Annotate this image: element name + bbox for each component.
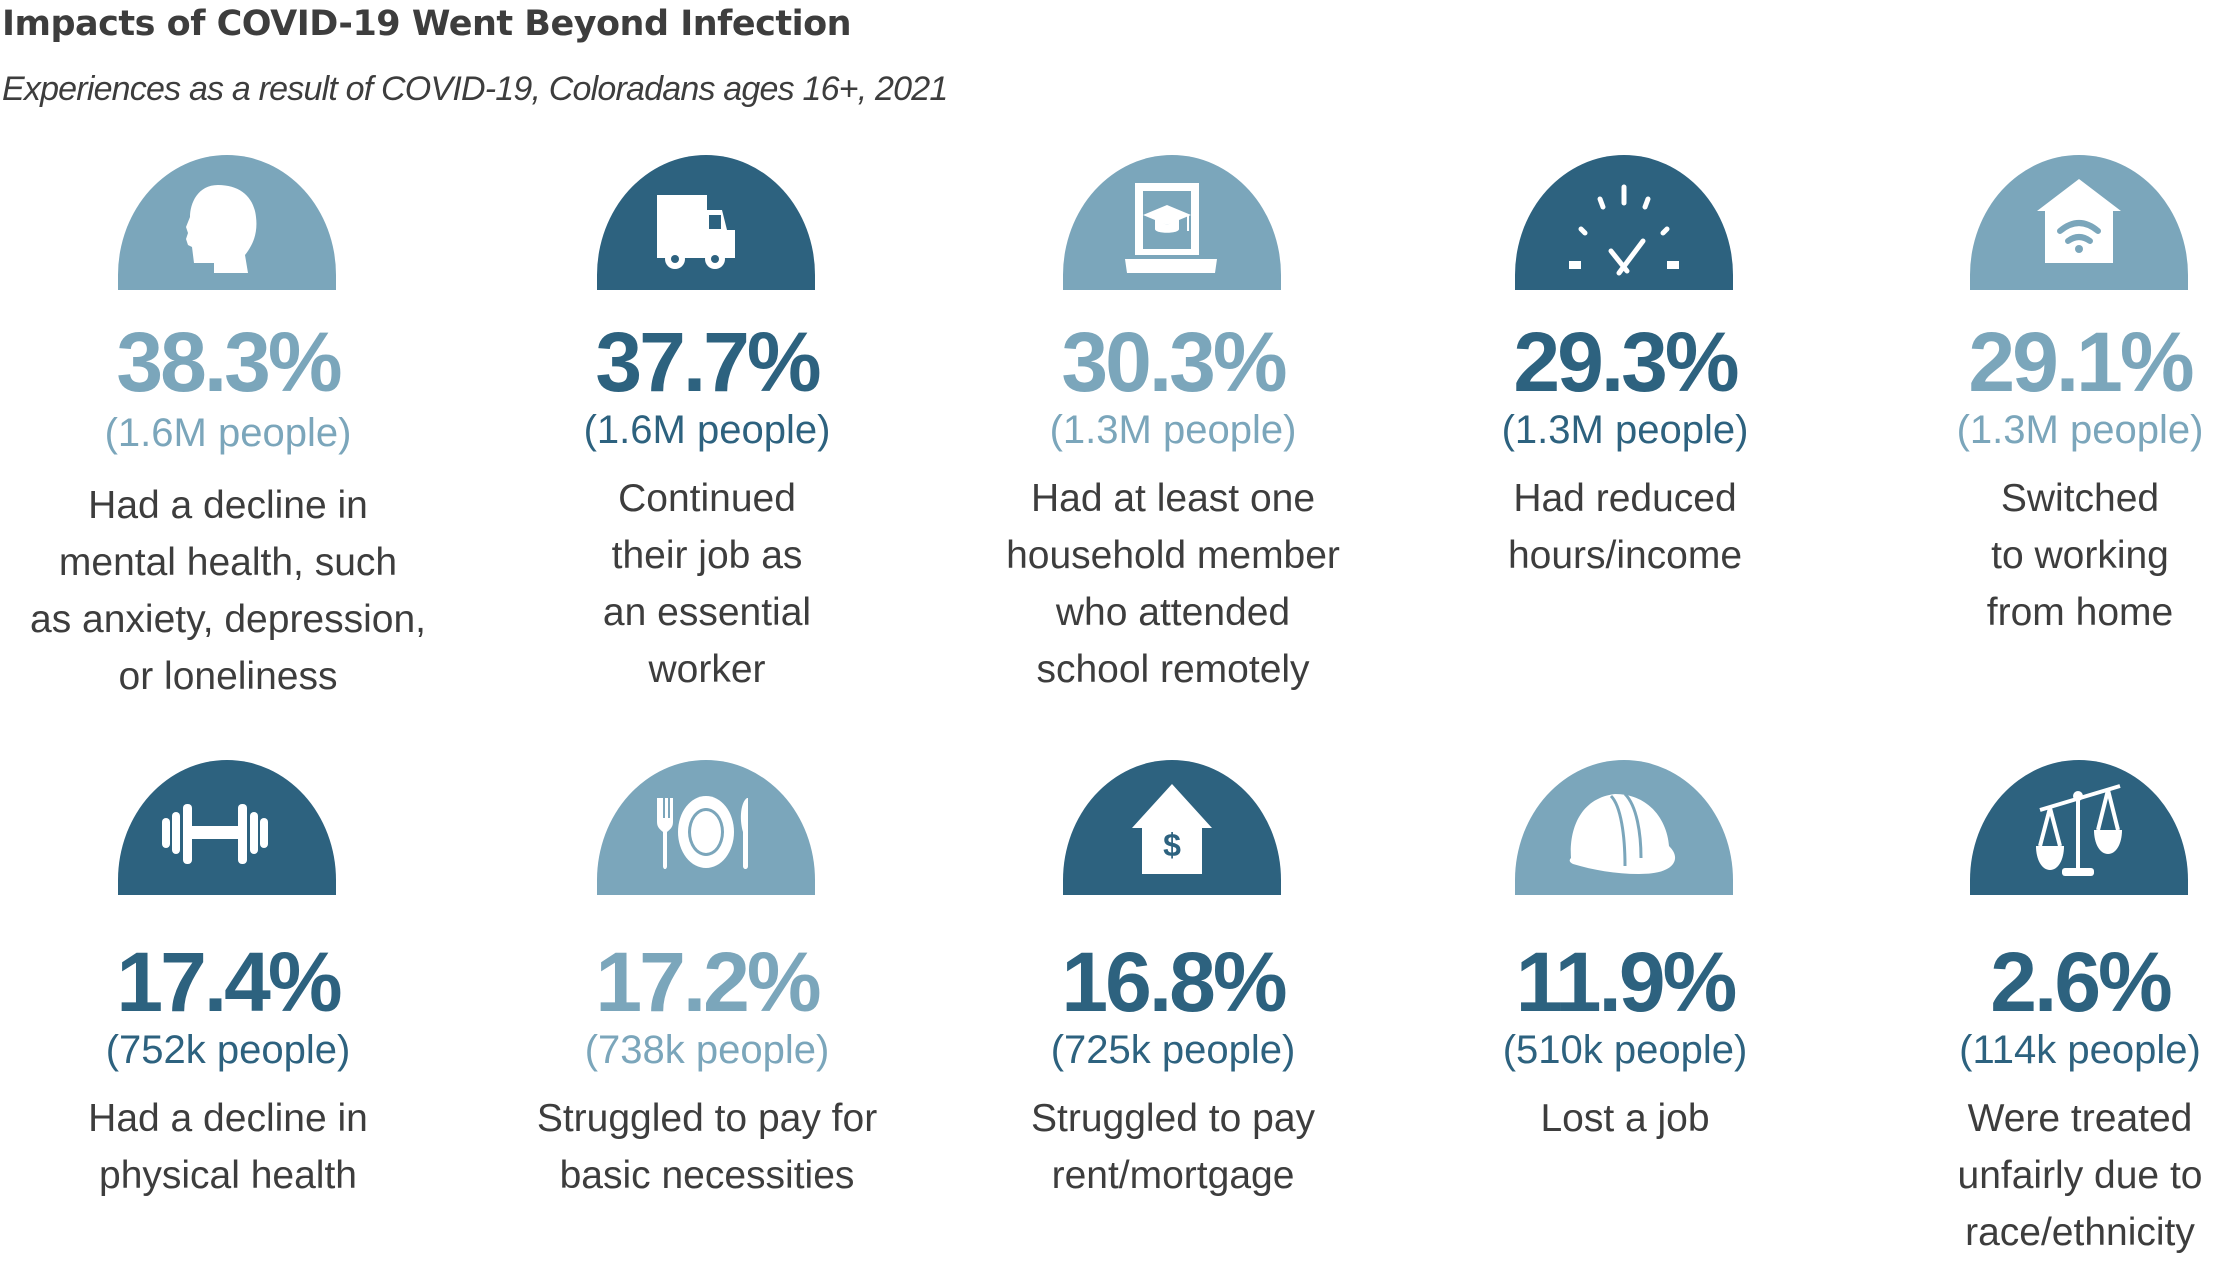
truck-icon	[597, 155, 815, 290]
stat-people: (1.6M people)	[104, 411, 352, 455]
stat-percent: 11.9%	[1515, 935, 1738, 1029]
laptop-graduation-cap-icon	[1063, 155, 1281, 290]
clock-icon	[1515, 155, 1733, 290]
stat-people: (510k people)	[1502, 1028, 1748, 1072]
stat-description: Struggled to pay rent/mortgage	[1030, 1097, 1316, 1197]
house-dollar-icon: $	[1063, 760, 1281, 895]
stat-description: Struggled to pay for basic necessities	[536, 1097, 878, 1197]
svg-text:$: $	[1163, 827, 1181, 863]
plate-utensils-icon	[597, 760, 815, 895]
stat-percent: 37.7%	[595, 315, 821, 409]
stat-percent: 17.2%	[595, 935, 821, 1029]
stat-people: (1.3M people)	[1956, 408, 2204, 452]
stat-description: Were treated unfairly due to race/ethnic…	[1957, 1097, 2203, 1254]
stat-description: Continued their job as an essential work…	[602, 477, 812, 691]
stat-percent: 17.4%	[116, 935, 342, 1029]
stat-people: (725k people)	[1050, 1028, 1296, 1072]
chart-subtitle: Experiences as a result of COVID-19, Col…	[2, 70, 948, 108]
stat-people: (114k people)	[1959, 1028, 2201, 1072]
stat-percent: 38.3%	[116, 315, 342, 409]
stat-description: Had reduced hours/income	[1507, 477, 1743, 577]
stat-people: (1.6M people)	[583, 408, 831, 452]
stat-description: Had a decline in mental health, such as …	[30, 484, 426, 698]
dumbbell-icon	[118, 760, 336, 895]
stat-people: (738k people)	[584, 1028, 830, 1072]
chart-title: Impacts of COVID-19 Went Beyond Infectio…	[2, 4, 852, 44]
stat-description: Had at least one household member who at…	[1006, 477, 1340, 691]
stat-percent: 29.3%	[1513, 315, 1739, 409]
stat-people: (1.3M people)	[1501, 408, 1749, 452]
stat-percent: 29.1%	[1968, 315, 2194, 409]
stat-percent: 2.6%	[1990, 935, 2172, 1029]
head-icon	[118, 155, 336, 290]
stat-percent: 16.8%	[1061, 935, 1287, 1029]
stat-description: Had a decline in physical health	[88, 1097, 368, 1197]
stat-people: (752k people)	[105, 1028, 351, 1072]
stat-people: (1.3M people)	[1049, 408, 1297, 452]
home-wifi-icon	[1970, 155, 2188, 290]
hard-hat-icon	[1515, 760, 1733, 895]
stat-description: Lost a job	[1540, 1097, 1710, 1140]
stat-percent: 30.3%	[1061, 315, 1287, 409]
scales-icon	[1970, 760, 2188, 895]
stat-description: Switched to working from home	[1986, 477, 2174, 634]
